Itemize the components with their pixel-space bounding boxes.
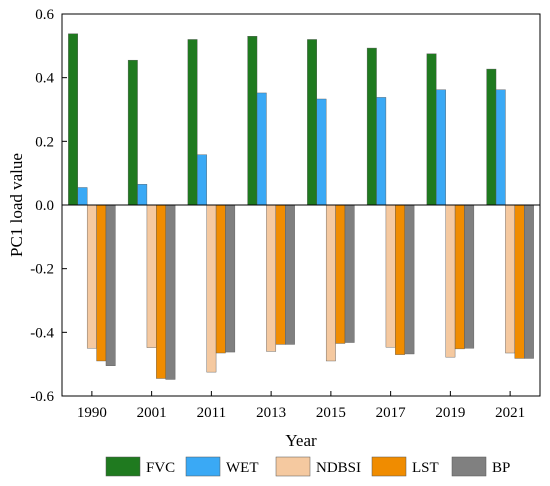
- bar-fvc-2013: [247, 36, 258, 206]
- bar-lst-2001: [156, 204, 166, 379]
- bar-fvc-2021: [486, 68, 497, 206]
- bar-lst-2015: [335, 204, 346, 344]
- bar-wet-2011: [197, 154, 207, 206]
- bar-fvc-2015: [307, 39, 317, 206]
- legend-swatch-ndbsi: [275, 456, 311, 477]
- y-tick-label: 0.0: [35, 198, 54, 214]
- bar-lst-2019: [454, 204, 465, 350]
- bar-bp-2015: [344, 204, 355, 343]
- bar-ndbsi-2011: [206, 204, 217, 373]
- legend-swatch-fvc: [105, 456, 141, 477]
- y-tick-label: 0.4: [35, 71, 54, 87]
- bar-fvc-1990: [68, 33, 78, 206]
- bar-fvc-2017: [366, 47, 377, 206]
- bar-fvc-2011: [187, 39, 198, 206]
- x-axis-label: Year: [285, 431, 317, 450]
- bar-ndbsi-1990: [86, 204, 97, 349]
- bar-wet-2017: [376, 97, 387, 206]
- bar-fvc-2019: [426, 53, 437, 206]
- bar-wet-2013: [256, 92, 267, 206]
- bar-bp-2017: [404, 204, 415, 355]
- x-tick-label: 2019: [435, 405, 465, 421]
- bar-lst-1990: [96, 204, 107, 362]
- bar-ndbsi-2017: [385, 204, 396, 348]
- x-axis-ticks: 1990 2001 2011 2013 2015 2017 2019 2021: [77, 391, 525, 421]
- y-tick-label: 0.6: [35, 7, 54, 23]
- bar-wet-1990: [77, 187, 88, 206]
- legend-label-fvc: FVC: [146, 460, 175, 476]
- bar-bp-2019: [464, 204, 475, 349]
- bars-layer: [68, 33, 534, 380]
- bar-bp-2021: [524, 204, 534, 359]
- bar-lst-2021: [514, 204, 525, 359]
- x-tick-label: 2017: [376, 405, 407, 421]
- bar-ndbsi-2021: [505, 204, 516, 354]
- legend-swatch-wet: [185, 456, 221, 477]
- bar-bp-2013: [285, 204, 295, 345]
- y-axis-ticks: 0.6 0.4 0.2 0.0 -0.2 -0.4 -0.6: [30, 7, 67, 405]
- y-tick-label: -0.2: [30, 262, 54, 278]
- bar-wet-2001: [137, 184, 148, 206]
- bar-ndbsi-2001: [146, 204, 157, 348]
- bar-ndbsi-2015: [325, 204, 336, 362]
- x-tick-label: 1990: [77, 405, 107, 421]
- y-tick-label: -0.4: [30, 325, 54, 341]
- bar-lst-2011: [215, 204, 226, 354]
- bar-bp-2001: [165, 204, 176, 380]
- y-tick-label: 0.2: [35, 134, 54, 150]
- x-tick-label: 2001: [137, 405, 167, 421]
- legend-label-ndbsi: NDBSI: [316, 460, 361, 476]
- bar-lst-2013: [275, 204, 286, 345]
- y-tick-label: -0.6: [30, 389, 54, 405]
- legend-swatch-bp: [451, 456, 487, 477]
- bar-ndbsi-2019: [445, 204, 456, 358]
- legend-swatch-lst: [371, 456, 407, 477]
- x-tick-label: 2013: [256, 405, 286, 421]
- bar-wet-2019: [436, 89, 446, 206]
- legend-label-bp: BP: [492, 460, 510, 476]
- legend-label-lst: LST: [412, 460, 439, 476]
- legend-label-wet: WET: [226, 460, 258, 476]
- legend: FVC WET NDBSI LST BP: [105, 456, 510, 477]
- bar-fvc-2001: [127, 59, 138, 206]
- x-tick-label: 2021: [495, 405, 525, 421]
- y-axis-label: PC1 load value: [7, 153, 26, 257]
- x-tick-label: 2011: [197, 405, 226, 421]
- bar-wet-2015: [316, 98, 327, 206]
- bar-ndbsi-2013: [266, 204, 277, 352]
- bar-bp-1990: [105, 204, 116, 366]
- bar-bp-2011: [225, 204, 236, 353]
- bar-wet-2021: [495, 89, 506, 206]
- bar-lst-2017: [395, 204, 405, 355]
- x-tick-label: 2015: [316, 405, 346, 421]
